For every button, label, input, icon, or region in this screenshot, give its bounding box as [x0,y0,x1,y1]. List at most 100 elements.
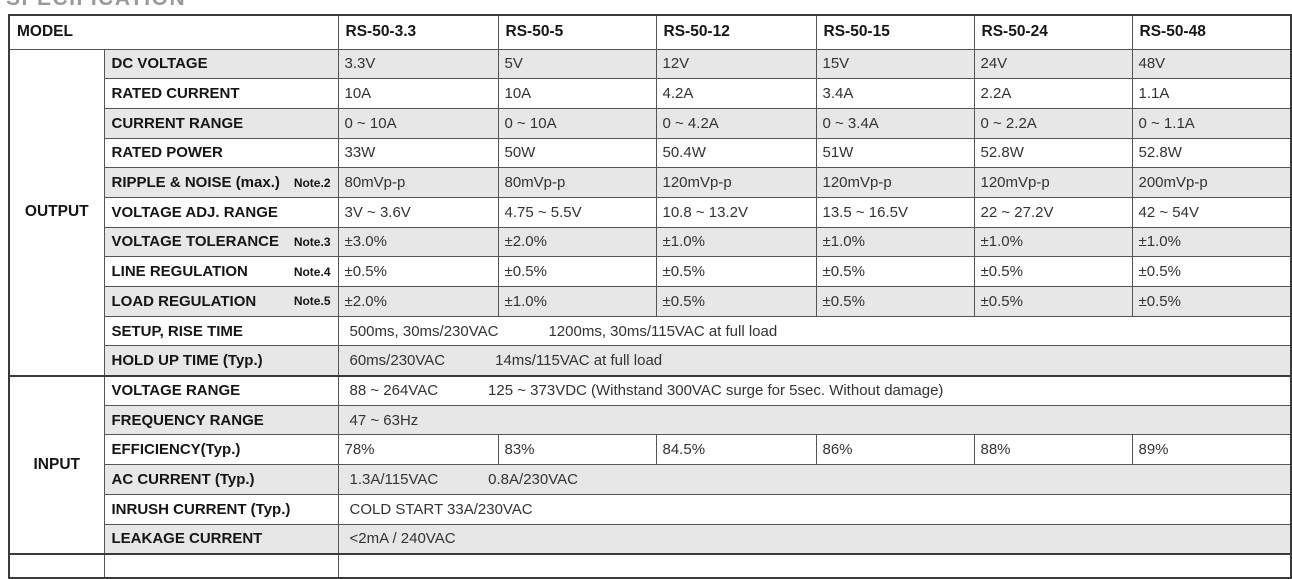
cell-value: ±0.5% [815,256,975,287]
row-label-cell: VOLTAGE RANGE [103,374,339,406]
row-label-cell: LEAKAGE CURRENT [103,523,339,555]
row-label-cell: HOLD UP TIME (Typ.) [103,345,339,377]
row-note: Note.5 [293,294,331,309]
cell-value: ±0.5% [655,256,817,287]
cell-value: 3.3V [337,48,499,80]
cell-value: ±1.0% [973,226,1133,258]
cell-value: 0 ~ 1.1A [1131,107,1292,139]
row-label: EFFICIENCY(Typ.) [111,441,241,459]
cell-value: 120mVp-p [815,167,975,198]
cell-value: ±0.5% [655,286,817,317]
cell-value: 50W [497,137,657,169]
row-label: RIPPLE & NOISE (max.) [111,174,280,192]
model-column-header: RS-50-15 [815,14,975,50]
cell-value: ±0.5% [497,256,657,287]
row-label: HOLD UP TIME (Typ.) [111,351,263,369]
row-note: Note.3 [293,234,331,249]
cell-value: 0 ~ 10A [337,107,499,139]
row-label: LOAD REGULATION [111,292,257,310]
cell-value: 10A [497,78,657,109]
cell-value: 80mVp-p [497,167,657,198]
cell-value: ±2.0% [337,286,499,317]
row-label-cell: LINE REGULATION Note.4 [103,256,339,287]
cell-value-span: COLD START 33A/230VAC [337,493,1292,525]
cell-value: 51W [815,137,975,169]
row-label: CURRENT RANGE [111,114,244,132]
table-row: RATED POWER 33W 50W 50.4W 51W 52.8W 52.8… [9,137,1292,169]
model-column-header: RS-50-24 [973,14,1133,50]
cell-value: 0 ~ 10A [497,107,657,139]
cutoff-cell [337,552,1292,579]
cell-value: 48V [1131,48,1292,80]
table-row: FREQUENCY RANGE 47 ~ 63Hz [9,404,1292,436]
cell-value: 89% [1131,434,1292,466]
cell-value-span: 47 ~ 63Hz [337,404,1292,436]
cell-value: 86% [815,434,975,466]
cell-value: 10A [337,78,499,109]
cell-value: ±1.0% [655,226,817,258]
cell-value: 15V [815,48,975,80]
model-header-cell: MODEL [8,14,339,50]
header-row: MODEL RS-50-3.3 RS-50-5 RS-50-12 RS-50-1… [8,14,1292,50]
table-row: HOLD UP TIME (Typ.) 60ms/230VAC 14ms/115V… [9,345,1292,377]
cell-value: 0 ~ 4.2A [655,107,817,139]
cell-value: 0 ~ 3.4A [815,107,975,139]
row-label: VOLTAGE TOLERANCE [111,233,280,251]
table-row-cutoff [8,552,1292,579]
row-label-cell: RIPPLE & NOISE (max.) Note.2 [103,167,339,198]
cell-value-span: 60ms/230VAC 14ms/115VAC at full load [337,345,1292,377]
table-row: SETUP, RISE TIME 500ms, 30ms/230VAC 1200m… [9,315,1292,347]
row-label: AC CURRENT (Typ.) [111,470,255,488]
cell-value: ±0.5% [337,256,499,287]
row-label: RATED POWER [111,144,223,162]
row-note: Note.2 [293,175,331,190]
model-column-header: RS-50-12 [655,14,817,50]
row-label: LINE REGULATION [111,263,248,281]
cell-value: 84.5% [655,434,817,466]
row-label: VOLTAGE ADJ. RANGE [111,203,278,221]
table-row: INRUSH CURRENT (Typ.) COLD START 33A/230… [9,493,1292,525]
cell-value: 4.2A [655,78,817,109]
row-label-cell: CURRENT RANGE [103,107,339,139]
cell-value: ±2.0% [497,226,657,258]
section-label-input: INPUT [8,374,105,555]
table-row: CURRENT RANGE 0 ~ 10A 0 ~ 10A 0 ~ 4.2A 0… [9,107,1292,139]
row-label: LEAKAGE CURRENT [111,530,263,548]
cutoff-cell [103,552,339,579]
cell-value: 120mVp-p [655,167,817,198]
table-row: LOAD REGULATION Note.5 ±2.0% ±1.0% ±0.5% … [9,286,1292,317]
cell-value: 52.8W [1131,137,1292,169]
table-row: RATED CURRENT 10A 10A 4.2A 3.4A 2.2A 1.1… [9,78,1292,109]
table-row: AC CURRENT (Typ.) 1.3A/115VAC 0.8A/230VAC [9,464,1292,495]
page-title-text: SPECIFICATION [6,0,186,9]
cell-value-span: 1.3A/115VAC 0.8A/230VAC [337,464,1292,495]
cell-value: ±1.0% [815,226,975,258]
table-row: VOLTAGE TOLERANCE Note.3 ±3.0% ±2.0% ±1.0… [9,226,1292,258]
cell-value: 3V ~ 3.6V [337,196,499,228]
row-label-cell: VOLTAGE ADJ. RANGE [103,196,339,228]
table-row: RIPPLE & NOISE (max.) Note.2 80mVp-p 80mV… [9,167,1292,198]
table-row: INPUT VOLTAGE RANGE 88 ~ 264VAC 125 ~ 373… [8,374,1292,555]
cell-value: 13.5 ~ 16.5V [815,196,975,228]
cell-value: 5V [497,48,657,80]
cell-value: 50.4W [655,137,817,169]
spec-table: MODEL RS-50-3.3 RS-50-5 RS-50-12 RS-50-1… [8,14,1292,579]
row-label-cell: VOLTAGE TOLERANCE Note.3 [103,226,339,258]
cell-value: ±0.5% [1131,286,1292,317]
model-column-header: RS-50-48 [1131,14,1292,50]
cell-value: 1.1A [1131,78,1292,109]
cell-value: ±0.5% [1131,256,1292,287]
row-label-cell: AC CURRENT (Typ.) [103,464,339,495]
row-label: VOLTAGE RANGE [111,382,241,400]
cell-value: ±3.0% [337,226,499,258]
row-label-cell: DC VOLTAGE [103,48,339,80]
row-label-cell: LOAD REGULATION Note.5 [103,286,339,317]
cell-value: ±1.0% [1131,226,1292,258]
row-label-cell: FREQUENCY RANGE [103,404,339,436]
cell-value: 78% [337,434,499,466]
cell-value: ±0.5% [973,286,1133,317]
row-label: RATED CURRENT [111,85,240,103]
cell-value: ±1.0% [497,286,657,317]
cell-value: 88% [973,434,1133,466]
cell-value: 24V [973,48,1133,80]
